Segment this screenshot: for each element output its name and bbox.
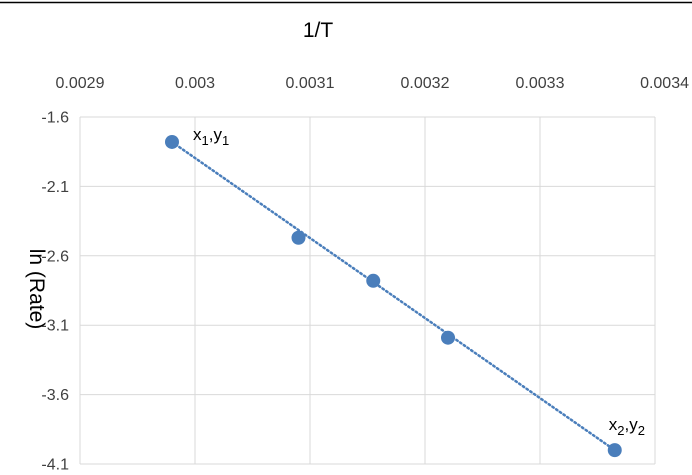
x-tick-label: 0.0029 [56, 75, 105, 92]
y-tick-label: -3.6 [41, 387, 69, 404]
data-point [441, 331, 455, 345]
trendline-layer [172, 142, 615, 450]
trendline [172, 142, 615, 450]
point-annotation: x1,y1 [193, 125, 229, 148]
data-point [366, 274, 380, 288]
data-point [165, 135, 179, 149]
x-tick-label: 0.003 [175, 75, 215, 92]
y-tick-label: -4.1 [41, 457, 69, 471]
y-tick-label: -1.6 [41, 110, 69, 127]
annotations: x1,y1 x2,y2 [193, 125, 645, 438]
y-tick-label: -2.1 [41, 179, 69, 196]
data-point [608, 443, 622, 457]
point-annotation: x2,y2 [609, 415, 645, 438]
tick-labels: 0.0029 0.003 0.0031 0.0032 0.0033 0.0034 -1.6 -… [41, 75, 689, 470]
x-tick-label: 0.0034 [640, 75, 689, 92]
x-axis-title: 1/T [303, 19, 334, 42]
x-tick-label: 0.0032 [401, 75, 450, 92]
x-tick-label: 0.0031 [286, 75, 335, 92]
y-axis-title: ln (Rate) [25, 249, 48, 330]
data-point [292, 231, 306, 245]
gridlines [80, 117, 655, 464]
x-tick-label: 0.0033 [516, 75, 565, 92]
